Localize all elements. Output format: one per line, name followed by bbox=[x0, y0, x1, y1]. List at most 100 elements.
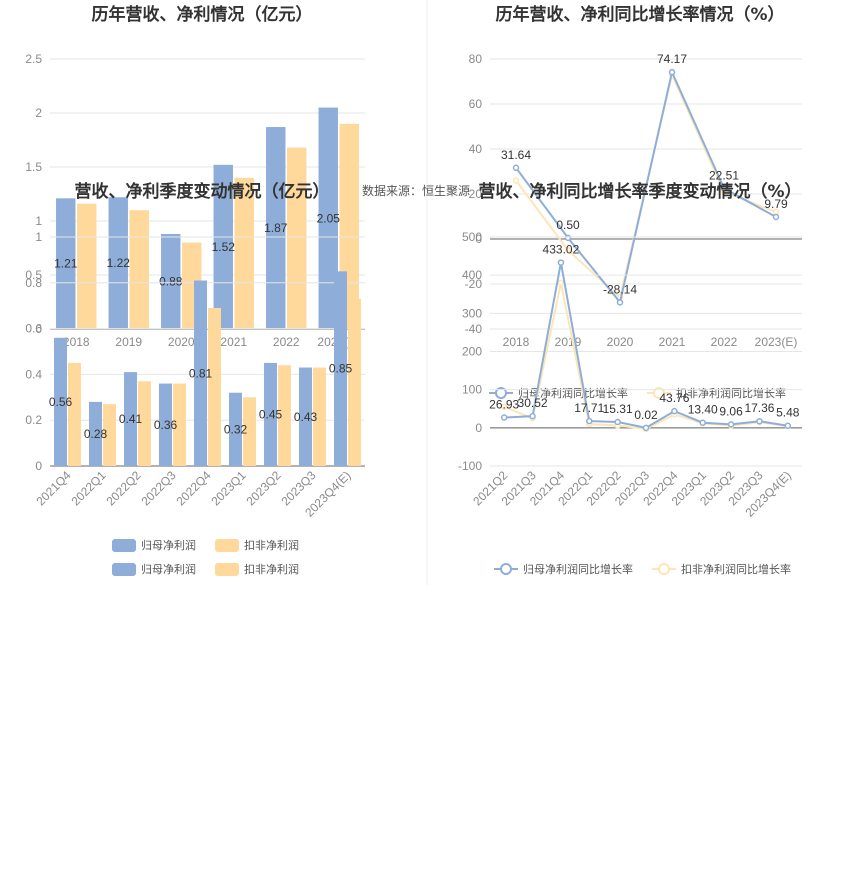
quarter-line-point bbox=[586, 417, 593, 425]
annual-line-data-label: 22.51 bbox=[709, 168, 739, 182]
legend-marker bbox=[500, 563, 512, 575]
annual-bar-bar bbox=[56, 198, 76, 329]
quarter-bar-data-label: 0.85 bbox=[329, 362, 353, 376]
source-note: 数据来源：恒生聚源 bbox=[362, 183, 470, 198]
quarter-bar-y-tick: 0 bbox=[35, 459, 42, 473]
quarter-line-point bbox=[784, 422, 792, 429]
quarter-bar-data-label: 0.81 bbox=[189, 366, 213, 380]
annual-line-series-line bbox=[515, 68, 777, 305]
quarter-bar-y-tick: 1 bbox=[35, 230, 42, 244]
quarter-line-y-tick: 200 bbox=[462, 345, 482, 359]
quarter-bar-data-label: 0.56 bbox=[49, 395, 73, 409]
quarter-line-data-label: 5.48 bbox=[776, 406, 800, 420]
quarter-line-point bbox=[500, 403, 508, 411]
quarter-bar-data-label: 0.43 bbox=[294, 410, 318, 424]
legend-label: 扣非净利润同比增长率 bbox=[676, 386, 786, 400]
quarter-bar-y-tick: 0.2 bbox=[25, 413, 42, 427]
quarter-bar-data-label: 0.41 bbox=[119, 412, 143, 426]
annual-line-x-tick: 2021 bbox=[659, 335, 686, 349]
annual-line-x-tick: 2020 bbox=[607, 335, 634, 349]
quarter-bar-data-label: 0.36 bbox=[154, 418, 178, 432]
quarter-line-point bbox=[500, 414, 508, 421]
legend-label: 扣非净利润 bbox=[244, 562, 299, 576]
annual-bar-bar bbox=[213, 164, 233, 329]
legend-marker bbox=[658, 563, 670, 575]
quarter-bar-bar bbox=[103, 404, 116, 466]
annual-line-x-tick: 2019 bbox=[555, 335, 582, 349]
quarter-bar-data-label: 0.32 bbox=[224, 422, 248, 436]
annual-bar-data-label: 0.88 bbox=[159, 274, 183, 288]
annual-bar-bar bbox=[108, 197, 128, 329]
legend-label: 归母净利润 bbox=[141, 538, 196, 552]
annual-bar-bar bbox=[318, 107, 338, 329]
quarter-bar-bar bbox=[159, 383, 172, 466]
annual-line-x-tick: 2022 bbox=[711, 335, 738, 349]
annual-bar-bar bbox=[287, 147, 307, 329]
legend-label: 扣非净利润同比增长率 bbox=[681, 562, 791, 576]
quarter-bar-bar bbox=[334, 271, 347, 466]
annual-line-data-label: 31.64 bbox=[501, 148, 531, 162]
quarter-bar-data-label: 0.45 bbox=[259, 407, 283, 421]
annual-bar-data-label: 1.87 bbox=[264, 221, 288, 235]
annual-line-data-label: 0.50 bbox=[556, 218, 580, 232]
annual-bar-bar bbox=[234, 177, 254, 329]
legend-marker bbox=[495, 387, 507, 399]
quarter-line-point bbox=[557, 259, 565, 266]
annual-bar-y-tick: 0 bbox=[35, 322, 42, 336]
annual-bar-bar bbox=[266, 127, 286, 329]
quarter-bar-y-tick: 0.4 bbox=[25, 367, 42, 381]
quarter-line-data-label: 9.06 bbox=[719, 404, 743, 418]
quarter-bar-x-tick: 2022Q2 bbox=[104, 468, 144, 508]
quarter-line-data-label: 17.36 bbox=[744, 401, 774, 415]
quarter-line-y-tick: 100 bbox=[462, 383, 482, 397]
quarter-line-data-label: 13.40 bbox=[688, 403, 718, 417]
annual-bar-data-label: 1.21 bbox=[54, 257, 78, 271]
annual-bar-data-label: 2.05 bbox=[317, 211, 341, 225]
annual-line-point bbox=[564, 247, 572, 254]
quarter-bar-x-tick: 2023Q2 bbox=[244, 468, 284, 508]
quarter-bar-bar bbox=[124, 372, 137, 466]
annual-bar-bar bbox=[129, 210, 149, 329]
annual-line-y-tick: 40 bbox=[469, 142, 483, 156]
annual-bar-y-tick: 0.5 bbox=[25, 268, 42, 282]
quarter-line-data-label: 30.52 bbox=[518, 396, 548, 410]
quarter-bar-bar bbox=[89, 401, 102, 466]
quarter-bar-chart: 营收、净利季度变动情况（亿元）00.20.40.60.812021Q42022Q… bbox=[25, 181, 365, 576]
quarter-line-y-tick: 300 bbox=[462, 306, 482, 320]
legend-swatch bbox=[215, 539, 239, 552]
legend-marker bbox=[653, 387, 665, 399]
quarter-line-y-tick: 500 bbox=[462, 230, 482, 244]
annual-bar-bar bbox=[161, 233, 181, 329]
quarter-bar-bar bbox=[208, 307, 221, 466]
annual-line-y-tick: 80 bbox=[469, 52, 483, 66]
quarter-bar-data-label: 0.28 bbox=[84, 427, 108, 441]
annual-line-point bbox=[564, 234, 572, 242]
annual-line-data-label: 9.79 bbox=[764, 197, 788, 211]
annual-line-point bbox=[772, 213, 780, 221]
quarter-bar-x-tick: 2023Q1 bbox=[209, 468, 249, 508]
annual-bar-x-tick: 2021 bbox=[220, 335, 247, 349]
legend-label: 归母净利润同比增长率 bbox=[523, 562, 633, 576]
quarter-bar-bar bbox=[299, 367, 312, 466]
annual-line-title: 历年营收、净利同比增长率情况（%） bbox=[495, 4, 784, 25]
quarter-line-title: 营收、净利同比增长率季度变动情况（%） bbox=[478, 181, 801, 202]
annual-line-point bbox=[720, 185, 728, 192]
annual-line-y-tick: 60 bbox=[469, 97, 483, 111]
annual-bar-x-tick: 2018 bbox=[63, 335, 90, 349]
annual-line-y-tick: -20 bbox=[465, 277, 483, 291]
annual-bar-data-label: 1.52 bbox=[212, 240, 236, 254]
quarter-bar-y-tick: 0.6 bbox=[25, 322, 42, 336]
quarter-line-point bbox=[529, 412, 536, 420]
quarter-line-point bbox=[671, 407, 678, 415]
annual-bar-x-tick: 2022 bbox=[273, 335, 300, 349]
annual-line-y-tick: 0 bbox=[475, 232, 482, 246]
quarter-bar-bar bbox=[348, 298, 361, 466]
quarter-line-data-label: 15.31 bbox=[603, 402, 633, 416]
quarter-line-data-label: 0.02 bbox=[634, 408, 658, 422]
quarter-bar-bar bbox=[194, 280, 207, 466]
quarter-line-y-tick: 0 bbox=[475, 421, 482, 435]
quarter-bar-bar bbox=[68, 362, 81, 466]
quarter-bar-bar bbox=[278, 365, 291, 466]
quarter-bar-bar bbox=[54, 337, 67, 466]
